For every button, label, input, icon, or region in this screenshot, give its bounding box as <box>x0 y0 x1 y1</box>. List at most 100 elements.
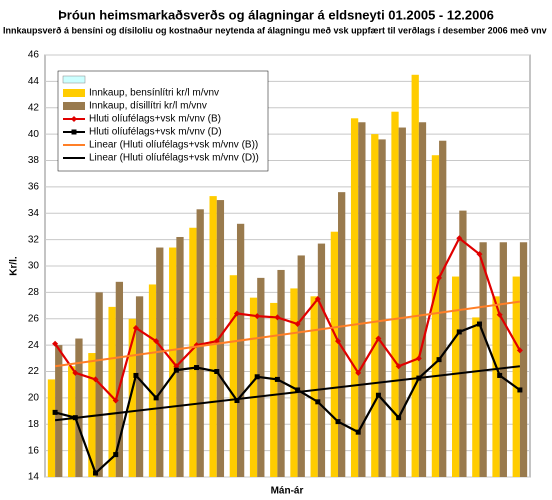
marker <box>72 369 79 376</box>
y-tick-label: 20 <box>28 393 40 404</box>
marker <box>274 376 280 382</box>
legend-swatch <box>62 75 86 84</box>
marker <box>335 419 341 425</box>
marker <box>133 372 139 378</box>
bar <box>236 223 245 477</box>
y-tick-label: 16 <box>28 445 40 456</box>
marker <box>314 295 321 302</box>
marker <box>295 387 301 393</box>
marker <box>516 347 523 354</box>
bar <box>451 276 460 477</box>
marker <box>294 321 301 328</box>
bar <box>47 379 56 477</box>
bar <box>55 345 63 477</box>
marker <box>233 310 240 317</box>
bar <box>330 231 339 477</box>
bar <box>310 296 318 477</box>
marker <box>375 335 382 342</box>
marker <box>415 355 422 362</box>
bar <box>290 288 298 477</box>
marker <box>52 409 58 415</box>
y-tick-label: 36 <box>28 182 40 193</box>
bar <box>128 318 136 477</box>
marker <box>497 372 503 378</box>
bar <box>378 139 386 477</box>
chart-subtitle: Innkaupsverð á bensíni og dísiloliu og k… <box>3 25 547 35</box>
legend-label: Innkaup, dísillítri kr/l m/vnv <box>89 101 207 112</box>
series-line <box>54 236 521 403</box>
bar <box>75 338 83 477</box>
y-tick-label: 42 <box>28 102 40 113</box>
bar <box>249 297 258 477</box>
bar <box>358 122 366 477</box>
bar <box>519 242 528 477</box>
bar <box>492 296 500 477</box>
marker <box>476 321 482 327</box>
bar <box>135 296 144 477</box>
legend-marker <box>71 129 77 135</box>
bar <box>512 276 520 477</box>
marker <box>496 311 503 318</box>
bar <box>156 247 164 477</box>
y-tick-label: 40 <box>28 129 40 140</box>
bar <box>472 317 480 477</box>
bar <box>297 255 305 477</box>
bar <box>431 155 440 477</box>
marker <box>315 399 321 405</box>
marker <box>194 365 200 371</box>
legend-label: Innkaup, bensínlítri kr/l m/vnv <box>89 88 219 99</box>
y-tick-label: 44 <box>28 76 40 87</box>
bar <box>398 127 406 477</box>
marker <box>52 340 59 347</box>
bar <box>459 210 467 478</box>
marker <box>476 251 483 258</box>
y-axis-title: Kr/l. <box>9 256 20 276</box>
y-tick-label: 34 <box>28 208 40 219</box>
bar <box>68 366 76 477</box>
bar <box>499 242 507 477</box>
bar <box>209 196 217 477</box>
bar <box>196 209 204 477</box>
bar <box>176 236 184 477</box>
marker <box>173 367 179 373</box>
bar <box>317 243 326 477</box>
y-tick-label: 24 <box>28 340 40 351</box>
legend-label: Linear (Hluti olíufélags+vsk m/vnv (B)) <box>89 140 258 151</box>
marker <box>355 369 362 376</box>
y-tick-label: 30 <box>28 261 40 272</box>
bar <box>277 269 285 477</box>
series-line <box>54 322 521 475</box>
bar <box>148 284 157 477</box>
legend-box <box>57 70 269 172</box>
marker <box>436 357 442 363</box>
marker <box>214 369 220 374</box>
marker <box>355 429 361 435</box>
y-tick-label: 32 <box>28 234 40 245</box>
marker <box>113 452 119 458</box>
bar <box>270 302 278 477</box>
bar <box>189 227 197 477</box>
marker <box>153 338 160 345</box>
y-tick-label: 28 <box>28 287 40 298</box>
marker <box>153 395 159 401</box>
marker <box>132 324 139 331</box>
trend-line <box>54 365 521 422</box>
marker <box>234 398 240 404</box>
y-tick-label: 18 <box>28 419 40 430</box>
bar <box>411 74 419 477</box>
marker <box>456 235 463 242</box>
bar <box>350 118 359 478</box>
marker <box>274 314 281 321</box>
bar <box>418 122 427 477</box>
legend-label: Hluti olíufélags+vsk m/vnv (D) <box>89 127 222 138</box>
marker <box>456 329 462 335</box>
marker <box>517 387 523 393</box>
marker <box>112 397 119 404</box>
chart-title: Þróun heimsmarkaðsverðs og álagningar á … <box>58 7 494 22</box>
bar <box>216 200 225 477</box>
bar <box>229 275 237 477</box>
marker <box>92 376 99 383</box>
marker <box>254 374 260 380</box>
bar <box>115 281 124 477</box>
bar <box>371 134 379 477</box>
